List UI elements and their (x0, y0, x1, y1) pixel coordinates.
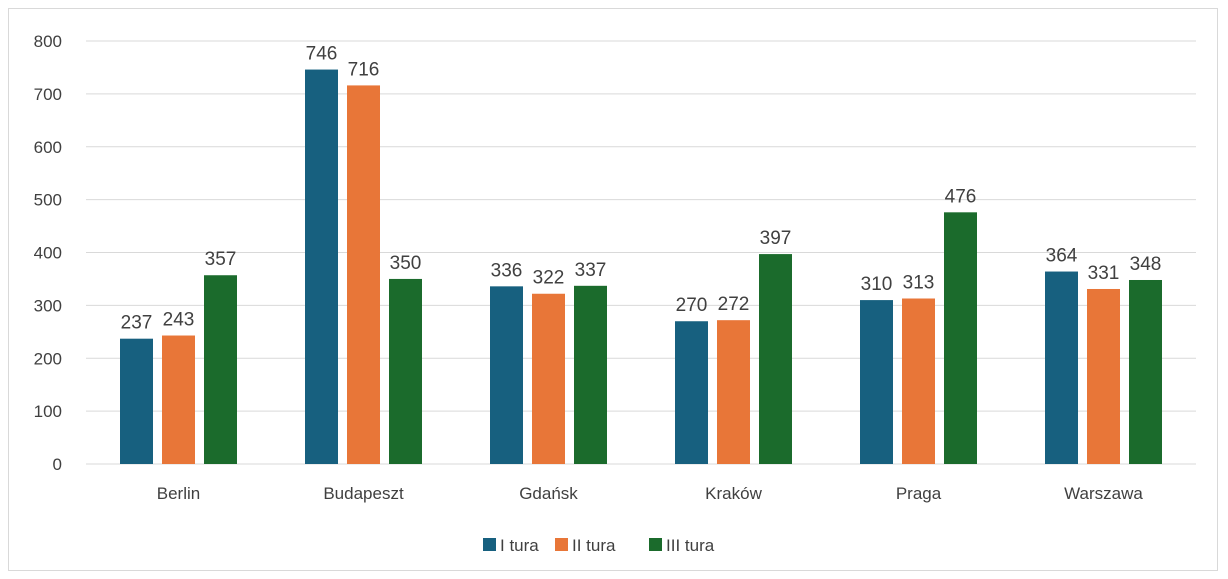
legend-label: III tura (666, 536, 715, 555)
bar-gdańsk-series-1 (490, 286, 523, 464)
y-tick-label: 400 (34, 244, 62, 263)
bar-budapeszt-series-3 (389, 278, 422, 464)
x-axis-categories: Berlin Budapeszt Gdańsk Kraków Praga Warszawa (157, 484, 1144, 503)
x-category-label: Berlin (157, 484, 200, 503)
bars (120, 69, 1162, 465)
data-label: 322 (533, 268, 565, 289)
bar-warszawa-series-2 (1087, 288, 1120, 464)
data-label: 357 (205, 249, 237, 270)
x-category-label: Praga (896, 484, 942, 503)
data-label: 331 (1088, 263, 1120, 284)
legend-swatch (649, 538, 662, 551)
x-category-label: Kraków (705, 484, 762, 503)
data-label: 746 (306, 44, 338, 65)
y-tick-label: 200 (34, 349, 62, 368)
y-tick-label: 700 (34, 85, 62, 104)
data-label: 270 (676, 295, 708, 316)
data-label: 716 (348, 59, 380, 80)
data-label: 243 (163, 310, 195, 331)
data-label: 337 (575, 260, 607, 281)
data-label: 272 (718, 294, 750, 315)
legend-label: I tura (500, 536, 539, 555)
bar-praga-series-3 (944, 212, 977, 464)
bar-berlin-series-3 (204, 275, 237, 464)
bar-berlin-series-1 (120, 338, 153, 464)
y-tick-label: 500 (34, 191, 62, 210)
legend-swatch (555, 538, 568, 551)
bar-budapeszt-series-2 (347, 85, 380, 464)
data-label: 476 (945, 186, 977, 207)
y-tick-label: 800 (34, 32, 62, 51)
y-axis-ticks: 0 100 200 300 400 500 600 700 800 (34, 32, 62, 474)
data-label: 364 (1046, 246, 1078, 267)
legend: I tura II tura III tura (483, 536, 715, 555)
bar-budapeszt-series-1 (305, 69, 338, 465)
x-category-label: Gdańsk (519, 484, 578, 503)
bar-warszawa-series-1 (1045, 271, 1078, 464)
y-tick-label: 300 (34, 296, 62, 315)
gridlines (86, 40, 1196, 465)
y-tick-label: 100 (34, 402, 62, 421)
bar-kraków-series-2 (717, 320, 750, 464)
bar-kraków-series-1 (675, 321, 708, 464)
bar-praga-series-1 (860, 300, 893, 464)
legend-swatch (483, 538, 496, 551)
bar-kraków-series-3 (759, 254, 792, 464)
x-category-label: Warszawa (1064, 484, 1143, 503)
data-label: 397 (760, 228, 792, 249)
data-label: 310 (861, 274, 893, 295)
y-tick-label: 0 (53, 455, 62, 474)
bar-berlin-series-2 (162, 335, 195, 464)
bar-praga-series-2 (902, 298, 935, 464)
data-label: 350 (390, 253, 422, 274)
data-label: 348 (1130, 254, 1162, 275)
bar-gdańsk-series-2 (532, 293, 565, 464)
x-category-label: Budapeszt (323, 484, 404, 503)
y-tick-label: 600 (34, 138, 62, 157)
bar-gdańsk-series-3 (574, 285, 607, 464)
data-label: 336 (491, 260, 523, 281)
data-labels: 237 243 357 746 716 350 336 322 337 270 272 397 310 3… (121, 44, 1162, 334)
data-label: 237 (121, 313, 153, 334)
bar-warszawa-series-3 (1129, 279, 1162, 464)
data-label: 313 (903, 273, 935, 294)
legend-label: II tura (572, 536, 616, 555)
